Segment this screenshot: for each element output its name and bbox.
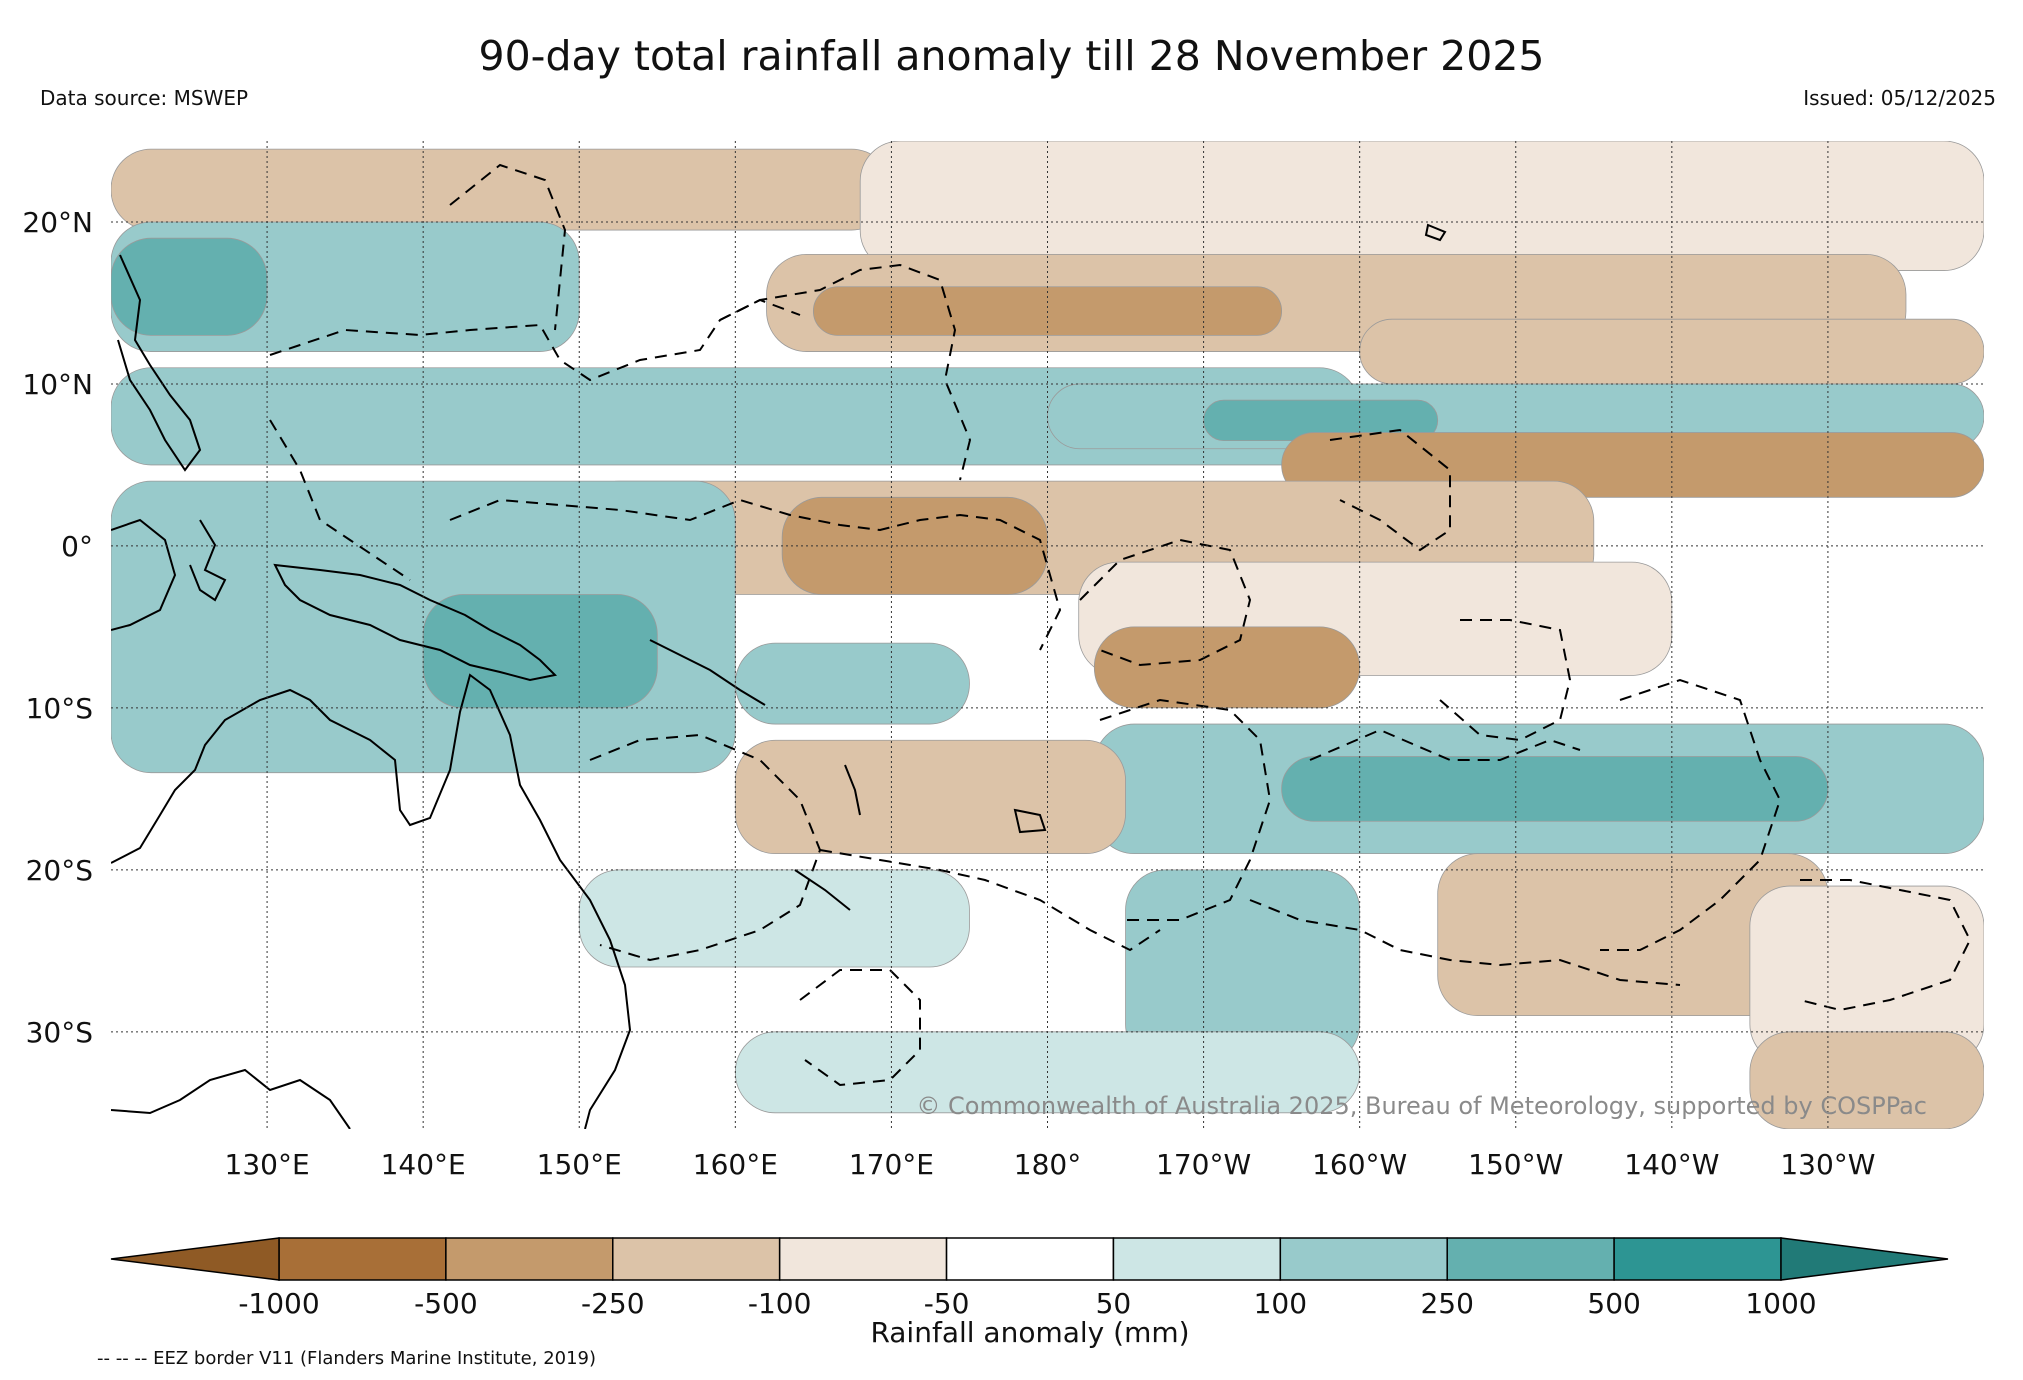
- longitude-tick-label: 170°W: [1156, 1148, 1251, 1181]
- colorbar-title: Rainfall anomaly (mm): [870, 1316, 1189, 1349]
- longitude-tick-label: 140°E: [381, 1148, 466, 1181]
- colorbar-tick-label: -100: [748, 1287, 812, 1320]
- anomaly-region: [1281, 756, 1829, 822]
- eez-border-western: [269, 419, 411, 581]
- longitude-tick-label: 130°E: [225, 1148, 310, 1181]
- longitude-tick-label: 160°E: [693, 1148, 778, 1181]
- eez-border-polynesia: [1600, 678, 1782, 951]
- anomaly-region: [734, 739, 1126, 855]
- coastline-fiji: [1013, 808, 1047, 834]
- eez-borders: [269, 163, 1972, 1087]
- coastlines: [111, 223, 1447, 1129]
- coastline-new-guinea: [273, 563, 558, 682]
- longitude-tick-label: 170°E: [849, 1148, 934, 1181]
- issued-date-label: Issued: 05/12/2025: [1803, 86, 1996, 110]
- map-area: © Commonwealth of Australia 2025, Bureau…: [111, 141, 1984, 1129]
- colorbar-swatch: [778, 1237, 948, 1281]
- eez-border-north-pacific: [449, 163, 567, 331]
- colorbar-swatch: [1279, 1237, 1448, 1281]
- coastline-hawaii: [1424, 223, 1447, 242]
- map-title: 90-day total rainfall anomaly till 28 No…: [478, 32, 1545, 80]
- longitude-tick-labels: 130°E 140°E 150°E 160°E 170°E 180° 170°W 160°W 1…: [225, 1148, 1876, 1181]
- coastline-new-caledonia: [794, 869, 851, 911]
- eez-border-cook: [1439, 619, 1572, 742]
- longitude-tick-label: 150°W: [1468, 1148, 1563, 1181]
- coastline-philippines: [117, 254, 202, 472]
- eez-border-south-2: [819, 849, 1161, 952]
- gridlines: [111, 141, 1984, 1129]
- colorbar-swatch: [612, 1237, 781, 1281]
- coastline-solomon-islands: [649, 639, 766, 706]
- copyright-notice: © Commonwealth of Australia 2025, Bureau…: [916, 1092, 1927, 1120]
- longitude-tick-label: 160°W: [1312, 1148, 1407, 1181]
- colorbar-tick-labels: -1000 -500 -250 -100 -50 50 100 250 500 1000: [238, 1287, 1816, 1320]
- colorbar-tick-label: -1000: [238, 1287, 319, 1320]
- latitude-tick-label: 10°S: [26, 692, 93, 725]
- latitude-tick-label: 30°S: [26, 1016, 93, 1049]
- eez-border-nz: [799, 969, 921, 1087]
- colorbar-swatch: [1613, 1237, 1782, 1281]
- eez-border-kiribati-east: [1329, 428, 1451, 552]
- colorbar-swatch: [445, 1237, 614, 1281]
- coastline-vanuatu: [844, 764, 861, 816]
- colorbar-tick-label: -250: [581, 1287, 645, 1320]
- colorbar-swatch: [1446, 1237, 1615, 1281]
- anomaly-region: [859, 141, 1984, 271]
- latitude-tick-label: 10°N: [22, 368, 93, 401]
- longitude-tick-label: 150°E: [537, 1148, 622, 1181]
- eez-border-south-3: [1099, 698, 1272, 921]
- latitude-tick-label: 20°S: [26, 854, 93, 887]
- latitude-tick-label: 20°N: [22, 206, 93, 239]
- coastline-south-australia: [111, 1068, 351, 1129]
- colorbar: -1000 -500 -250 -100 -50 50 100 250 500 1000 Rain…: [110, 1237, 1949, 1349]
- anomaly-region: [111, 148, 892, 231]
- eez-border-marshall: [719, 263, 972, 481]
- colorbar-tick-label: 500: [1587, 1287, 1640, 1320]
- colorbar-tick-label: 1000: [1745, 1287, 1816, 1320]
- eez-border-south-4: [1309, 728, 1581, 761]
- colorbar-extend-low: [110, 1237, 280, 1281]
- longitude-tick-label: 130°W: [1780, 1148, 1875, 1181]
- colorbar-swatch: [945, 1237, 1115, 1281]
- colorbar-extend-high: [1780, 1237, 1949, 1281]
- eez-border-central: [1079, 538, 1252, 667]
- latitude-tick-labels: 20°N 10°N 0° 10°S 20°S 30°S: [22, 206, 93, 1049]
- colorbar-tick-label: 250: [1420, 1287, 1473, 1320]
- eez-border-pitcairn: [1799, 879, 1972, 1012]
- data-source-label: Data source: MSWEP: [40, 86, 249, 110]
- anomaly-region: [734, 642, 970, 725]
- eez-footnote: -- -- -- EEZ border V11 (Flanders Marine…: [97, 1348, 597, 1369]
- anomaly-region: [1093, 626, 1361, 709]
- longitude-tick-label: 140°W: [1624, 1148, 1719, 1181]
- colorbar-swatches: [278, 1237, 1782, 1281]
- colorbar-tick-label: -50: [924, 1287, 970, 1320]
- colorbar-tick-label: -500: [414, 1287, 478, 1320]
- longitude-tick-label: 180°: [1014, 1148, 1081, 1181]
- colorbar-swatch: [278, 1237, 447, 1281]
- latitude-tick-label: 0°: [61, 530, 93, 563]
- coastline-australia: [111, 673, 632, 1129]
- colorbar-tick-label: 50: [1096, 1287, 1132, 1320]
- colorbar-swatch: [1112, 1237, 1282, 1281]
- eez-border-equator: [449, 498, 1062, 651]
- coastline-sulawesi: [189, 519, 227, 602]
- eez-border-south-ridge: [1249, 899, 1681, 986]
- coastline-borneo: [111, 518, 177, 631]
- anomaly-region: [578, 869, 970, 968]
- colorbar-tick-label: 100: [1254, 1287, 1307, 1320]
